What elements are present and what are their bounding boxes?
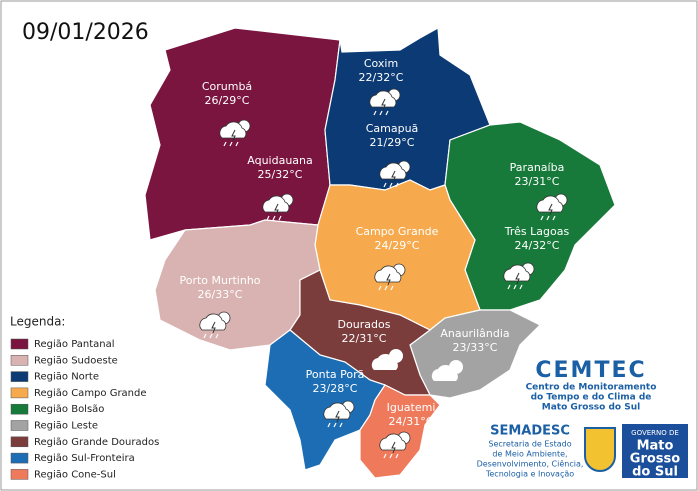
cemtec-text: Mato Grosso do Sul: [542, 403, 640, 413]
state: Mato: [637, 439, 674, 454]
legend-label: Região Campo Grande: [34, 388, 147, 399]
city-name: Aquidauana: [247, 154, 313, 167]
city-name: Paranaíba: [510, 161, 565, 174]
region-shape: [264, 329, 386, 471]
semadesc-text: Secretaria de Estado: [488, 440, 571, 449]
cemtec-logo: CEMTEC Centro de Monitoramento do Tempo …: [526, 358, 657, 413]
legend-label: Região Pantanal: [34, 339, 115, 350]
city-name: Iguatemi: [387, 401, 436, 414]
city-temp: 23/28°C: [313, 382, 358, 395]
legend-label: Região Bolsão: [34, 404, 104, 415]
legend-label: Região Leste: [34, 421, 98, 432]
city-temp: 22/31°C: [342, 332, 387, 345]
gov: GOVERNO DE: [631, 429, 679, 437]
city-name: Corumbá: [202, 80, 252, 93]
city-temp: 25/32°C: [258, 168, 303, 181]
legend-title: Legenda:: [10, 315, 65, 329]
legend-swatch: [10, 371, 29, 382]
city-name: Campo Grande: [356, 225, 439, 238]
city-name: Três Lagoas: [504, 225, 570, 238]
semadesc-text: Tecnologia e Inovação: [485, 470, 574, 479]
region-shape: [359, 384, 441, 479]
city-temp: 24/31°C: [389, 415, 434, 428]
semadesc-text: Desenvolvimento, Ciência,: [477, 459, 584, 469]
city-name: Porto Murtinho: [179, 274, 260, 287]
legend-swatch: [10, 452, 29, 464]
legend-swatch: [10, 403, 29, 415]
legend-swatch: [10, 355, 29, 366]
city-temp: 24/32°C: [515, 239, 560, 252]
city-temp: 24/29°C: [375, 239, 420, 252]
cemtec: CEMTEC: [535, 358, 646, 383]
semadesc-text: de Meio Ambiente,: [492, 450, 567, 459]
legend-swatch: [10, 436, 29, 448]
city-temp: 23/31°C: [515, 175, 560, 188]
legend-swatch: [10, 469, 29, 480]
legend: Região Pantanal Região Sudoeste Região Nor…: [10, 338, 159, 480]
city-temp: 26/29°C: [205, 94, 250, 107]
city-name: Dourados: [338, 318, 391, 331]
city-name: Anaurilândia: [440, 327, 509, 340]
legend-swatch: [10, 387, 29, 399]
gov-logo: GOVERNO DE Mato Grosso do Sul: [584, 424, 688, 480]
state: Grosso: [630, 452, 680, 467]
city-name: Ponta Porã: [306, 368, 365, 381]
city-name: Camapuã: [366, 122, 419, 135]
cities: Corumbá 26/29°C Aquidauana 25/32°C Coxim…: [179, 57, 570, 459]
legend-swatch: [10, 420, 29, 431]
cemtec-text: do Tempo e do Clima de: [531, 393, 652, 403]
legend-swatch: [10, 338, 29, 350]
semadesc-logo: SEMADESC Secretaria de Estado de Meio Am…: [477, 424, 584, 479]
semadesc: SEMADESC: [490, 424, 570, 439]
city-name: Coxim: [364, 57, 398, 70]
legend-label: Região Norte: [34, 372, 99, 383]
cemtec-text: Centro de Monitoramento: [526, 383, 657, 393]
legend-label: Região Sul-Fronteira: [34, 453, 135, 464]
date: 09/01/2026: [22, 20, 149, 45]
state: do Sul: [632, 465, 678, 480]
city-temp: 21/29°C: [370, 136, 415, 149]
city-temp: 26/33°C: [198, 288, 243, 301]
city-temp: 22/32°C: [359, 71, 404, 84]
legend-label: Região Grande Dourados: [34, 437, 159, 448]
legend-label: Região Cone-Sul: [34, 469, 116, 480]
legend-label: Região Sudoeste: [34, 355, 118, 366]
city-temp: 23/33°C: [453, 341, 498, 354]
